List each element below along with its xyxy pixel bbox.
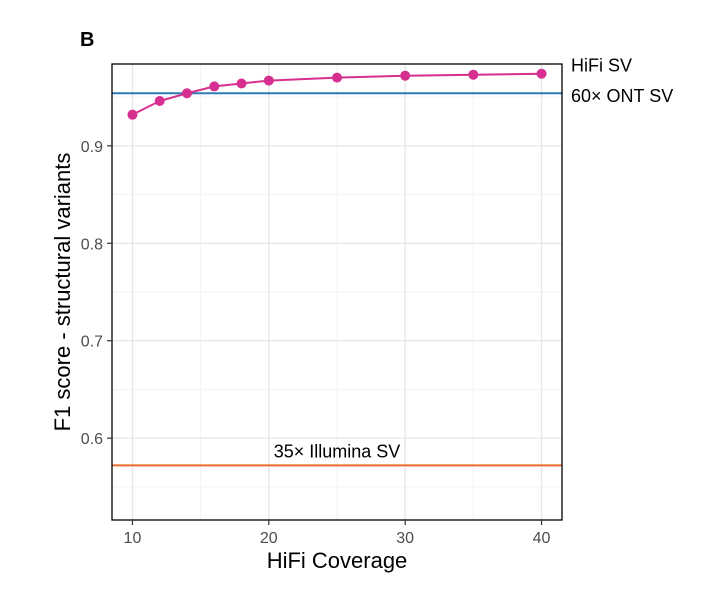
data-point bbox=[209, 81, 220, 92]
grid-minor bbox=[112, 64, 562, 520]
x-tick-label: 10 bbox=[124, 530, 142, 547]
data-point bbox=[536, 68, 547, 79]
x-tick-label: 40 bbox=[533, 530, 551, 547]
x-tick-label: 30 bbox=[396, 530, 414, 547]
y-axis-title: F1 score - structural variants bbox=[50, 153, 75, 432]
series-layer bbox=[127, 68, 547, 120]
data-point bbox=[236, 78, 247, 89]
y-tick-label: 0.6 bbox=[81, 431, 103, 448]
data-point bbox=[154, 96, 165, 107]
series-line bbox=[132, 72, 542, 116]
data-point bbox=[182, 88, 192, 99]
x-axis-title: HiFi Coverage bbox=[267, 548, 408, 573]
reference-line-label: 60× ONT SV bbox=[571, 86, 673, 106]
x-tick-label: 20 bbox=[260, 530, 278, 547]
y-tick-label: 0.8 bbox=[81, 236, 103, 253]
labels-layer: 60× ONT SV 35× Illumina SV HiFi SV bbox=[274, 56, 674, 462]
grid-major bbox=[112, 64, 562, 520]
reference-line-label: 35× Illumina SV bbox=[274, 441, 401, 461]
panel-label: B bbox=[80, 29, 94, 51]
data-point bbox=[127, 109, 138, 120]
data-point bbox=[263, 75, 274, 86]
data-point bbox=[468, 69, 479, 80]
y-tick-label: 0.9 bbox=[81, 139, 103, 156]
y-tick-label: 0.7 bbox=[81, 334, 103, 351]
series-label: HiFi SV bbox=[571, 56, 632, 76]
data-point bbox=[332, 72, 342, 83]
data-point bbox=[400, 70, 411, 81]
plot-border bbox=[111, 63, 563, 521]
axis-ticks: 10 20 30 40 0.6 0.7 0.8 0.9 bbox=[81, 139, 551, 547]
